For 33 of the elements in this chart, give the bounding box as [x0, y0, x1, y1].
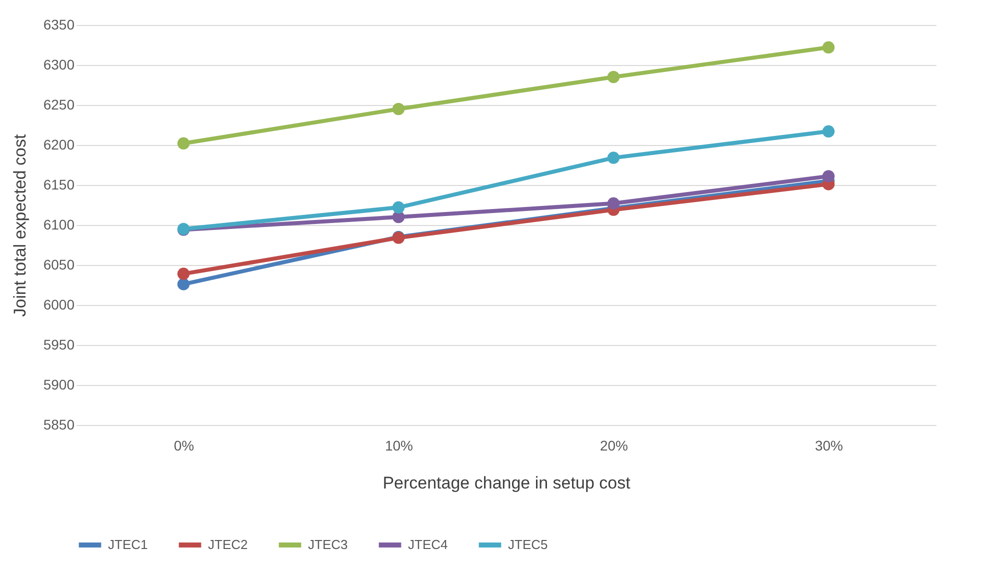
legend-label: JTEC3 — [308, 537, 348, 552]
point — [607, 152, 620, 164]
point — [607, 197, 620, 210]
point — [177, 137, 190, 150]
y-tick-label: 5950 — [43, 336, 75, 352]
point — [177, 268, 190, 280]
y-tick-label: 6250 — [43, 96, 75, 112]
y-tick-label: 5900 — [43, 376, 75, 392]
point — [177, 278, 190, 290]
x-tick-label: 0% — [174, 438, 194, 454]
point — [392, 102, 405, 116]
legend-label: JTEC1 — [108, 537, 148, 552]
point — [392, 201, 405, 214]
y-tick-label: 5850 — [43, 416, 75, 432]
y-tick-label: 6200 — [43, 136, 75, 152]
x-tick-label: 10% — [384, 438, 414, 454]
y-tick-label: 6350 — [43, 16, 75, 32]
y-tick-label: 6100 — [43, 216, 75, 232]
y-axis-title: Joint total expected cost — [10, 134, 30, 317]
y-tick-label: 6050 — [43, 256, 75, 272]
legend-label: JTEC4 — [408, 537, 448, 552]
x-axis-title: Percentage change in setup cost — [382, 474, 631, 492]
point — [607, 70, 620, 84]
y-tick-label: 6000 — [43, 296, 75, 312]
point — [822, 41, 835, 54]
y-tick-label: 6150 — [43, 176, 75, 192]
y-tick-label: 6300 — [43, 56, 75, 72]
x-tick-label: 20% — [600, 438, 628, 454]
x-tick-label: 30% — [814, 438, 844, 454]
legend-label: JTEC5 — [508, 537, 548, 552]
point — [822, 170, 835, 182]
legend-label: JTEC2 — [208, 537, 248, 552]
point — [822, 125, 835, 138]
